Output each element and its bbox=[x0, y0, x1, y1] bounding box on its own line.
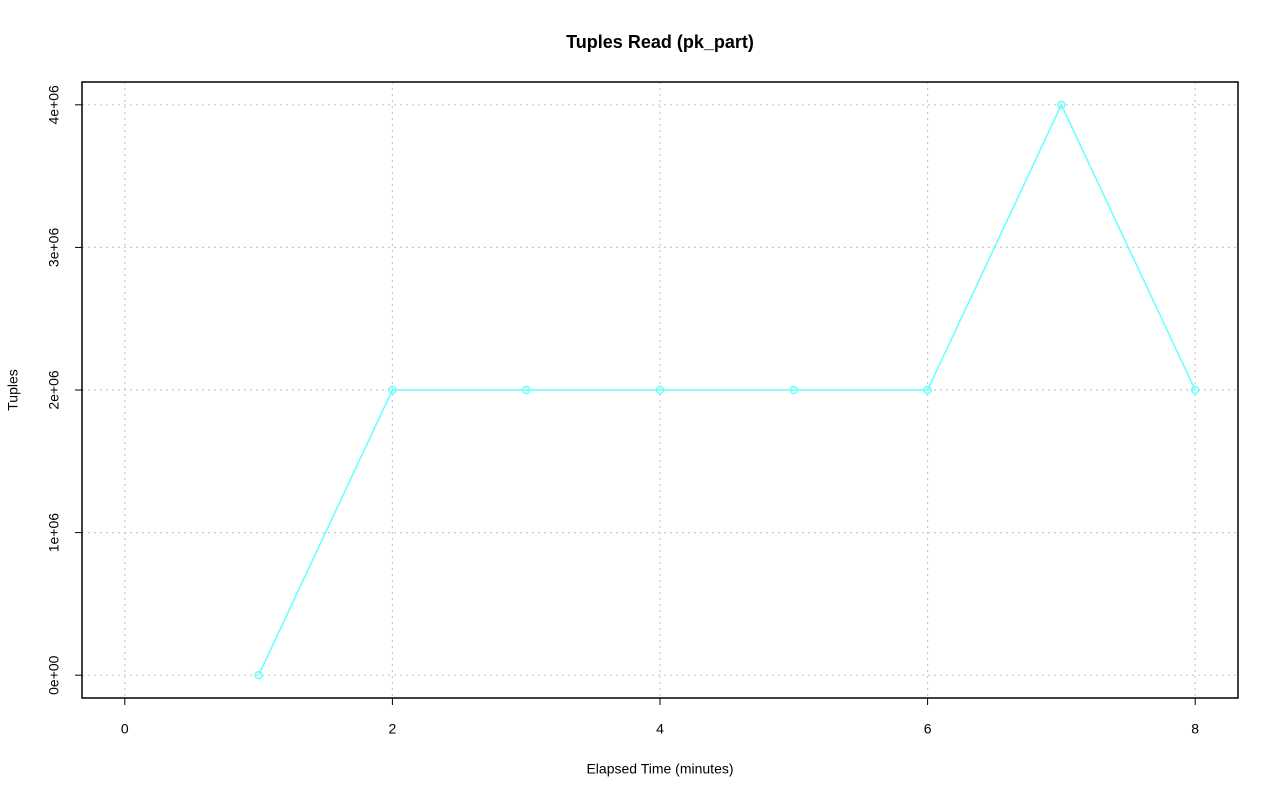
plot-frame bbox=[81, 81, 1239, 699]
y-tick-label: 0e+00 bbox=[46, 655, 62, 695]
y-tick-label: 1e+06 bbox=[46, 513, 62, 553]
data-line bbox=[257, 103, 1196, 676]
data-point bbox=[789, 385, 799, 395]
x-tick-label: 8 bbox=[1191, 721, 1199, 737]
data-point bbox=[254, 670, 263, 680]
x-tick-label: 2 bbox=[389, 721, 397, 737]
data-point bbox=[388, 385, 397, 395]
data-point bbox=[1057, 100, 1066, 110]
data-point bbox=[923, 385, 932, 395]
y-axis-title: Tuples bbox=[5, 369, 21, 411]
data-point bbox=[655, 385, 665, 395]
x-axis-title: Elapsed Time (minutes) bbox=[586, 761, 733, 777]
y-tick-label: 3e+06 bbox=[46, 228, 62, 268]
data-point bbox=[521, 385, 531, 395]
x-tick-label: 0 bbox=[121, 721, 129, 737]
y-tick-label: 2e+06 bbox=[46, 370, 62, 410]
chart-title: Tuples Read (pk_part) bbox=[566, 32, 754, 52]
x-tick-label: 4 bbox=[656, 721, 664, 737]
x-tick-label: 6 bbox=[924, 721, 932, 737]
y-tick-label: 4e+06 bbox=[46, 85, 62, 125]
data-point bbox=[1190, 385, 1200, 395]
